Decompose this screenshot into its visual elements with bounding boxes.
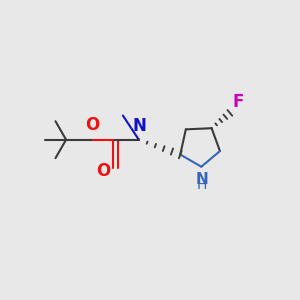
Text: H: H (197, 178, 207, 193)
Text: N: N (196, 172, 208, 187)
Text: N: N (132, 117, 146, 135)
Text: F: F (232, 93, 244, 111)
Text: O: O (96, 162, 110, 180)
Text: O: O (85, 116, 100, 134)
